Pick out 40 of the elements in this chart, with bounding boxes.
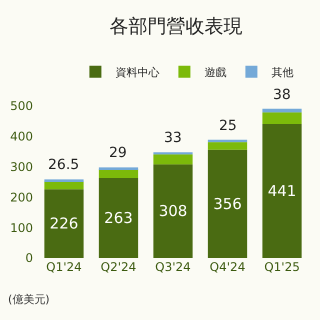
bar bbox=[208, 142, 248, 150]
chart-title: 各部門營收表現 bbox=[110, 15, 242, 38]
data-label: 263 bbox=[104, 209, 133, 228]
data-label: 38 bbox=[273, 87, 291, 103]
bar bbox=[262, 108, 302, 112]
data-label: 29 bbox=[109, 145, 127, 161]
x-tick-label: Q1'24 bbox=[46, 260, 82, 274]
y-tick-label: 500 bbox=[10, 99, 33, 114]
bar bbox=[44, 189, 84, 258]
data-label: 33 bbox=[164, 130, 182, 146]
data-label: 26.5 bbox=[48, 157, 80, 173]
bar bbox=[262, 112, 302, 124]
x-tick-label: Q2'24 bbox=[100, 260, 136, 274]
data-label: 226 bbox=[50, 214, 78, 233]
y-tick-label: 100 bbox=[10, 220, 33, 235]
data-label: 441 bbox=[268, 182, 296, 200]
x-tick-label: Q4'24 bbox=[210, 260, 246, 274]
data-label: 25 bbox=[219, 118, 237, 134]
y-tick-label: 200 bbox=[10, 190, 33, 204]
bar bbox=[208, 150, 248, 258]
bar bbox=[153, 154, 193, 164]
x-tick-label: Q1'25 bbox=[264, 260, 300, 274]
y-tick-label: 0 bbox=[25, 251, 33, 266]
legend-label: 資料中心 bbox=[115, 66, 160, 80]
bar bbox=[98, 169, 138, 178]
bar bbox=[153, 164, 193, 258]
data-label: 308 bbox=[158, 202, 188, 220]
data-label: 356 bbox=[213, 194, 242, 213]
bar bbox=[44, 181, 84, 190]
text: (億美元) bbox=[8, 293, 50, 306]
y-tick-label: 400 bbox=[10, 130, 33, 144]
bar bbox=[98, 167, 138, 170]
legend-label: 遊戲 bbox=[204, 66, 226, 80]
bar bbox=[44, 179, 84, 182]
bar bbox=[98, 178, 138, 258]
x-tick-label: Q3'24 bbox=[155, 260, 191, 274]
bar bbox=[262, 124, 302, 258]
bar bbox=[208, 140, 248, 142]
legend-label: 其他 bbox=[271, 66, 294, 80]
y-tick-label: 300 bbox=[10, 160, 33, 174]
